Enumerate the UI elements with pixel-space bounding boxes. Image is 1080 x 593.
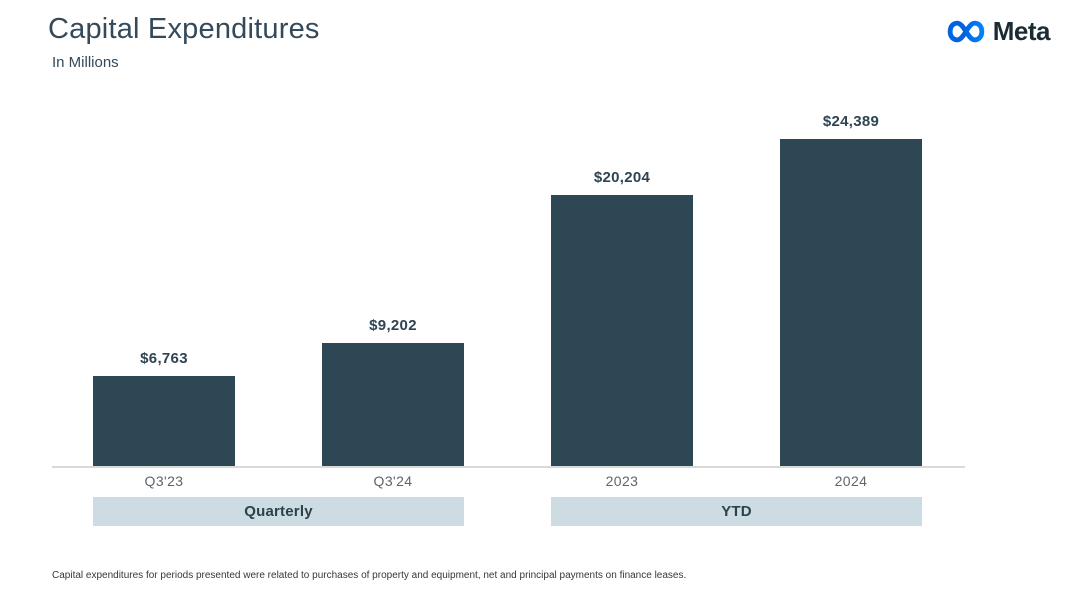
x-tick-label: 2023 — [605, 473, 639, 489]
bar-value-label: $20,204 — [593, 169, 651, 186]
meta-wordmark: Meta — [992, 16, 1051, 46]
bar-q3-23 — [93, 376, 235, 467]
bar-value-label: $6,763 — [140, 350, 188, 367]
bar-2024 — [780, 139, 922, 467]
group-band-quarterly: Quarterly — [93, 497, 464, 526]
meta-logo: Meta — [944, 16, 1051, 47]
bar-value-label: $24,389 — [822, 113, 880, 130]
meta-infinity-icon — [947, 20, 985, 43]
bar-value-label: $9,202 — [369, 317, 417, 334]
footnote: Capital expenditures for periods present… — [52, 570, 687, 581]
group-band-ytd: YTD — [551, 497, 922, 526]
x-tick-label: Q3'24 — [373, 473, 413, 489]
x-tick-label: 2024 — [834, 473, 868, 489]
x-tick-label: Q3'23 — [144, 473, 184, 489]
page-title: Capital Expenditures — [48, 13, 320, 45]
page-subtitle: In Millions — [52, 54, 119, 71]
x-axis-line — [52, 466, 965, 468]
bar-2023 — [551, 195, 693, 467]
bar-q3-24 — [322, 343, 464, 467]
